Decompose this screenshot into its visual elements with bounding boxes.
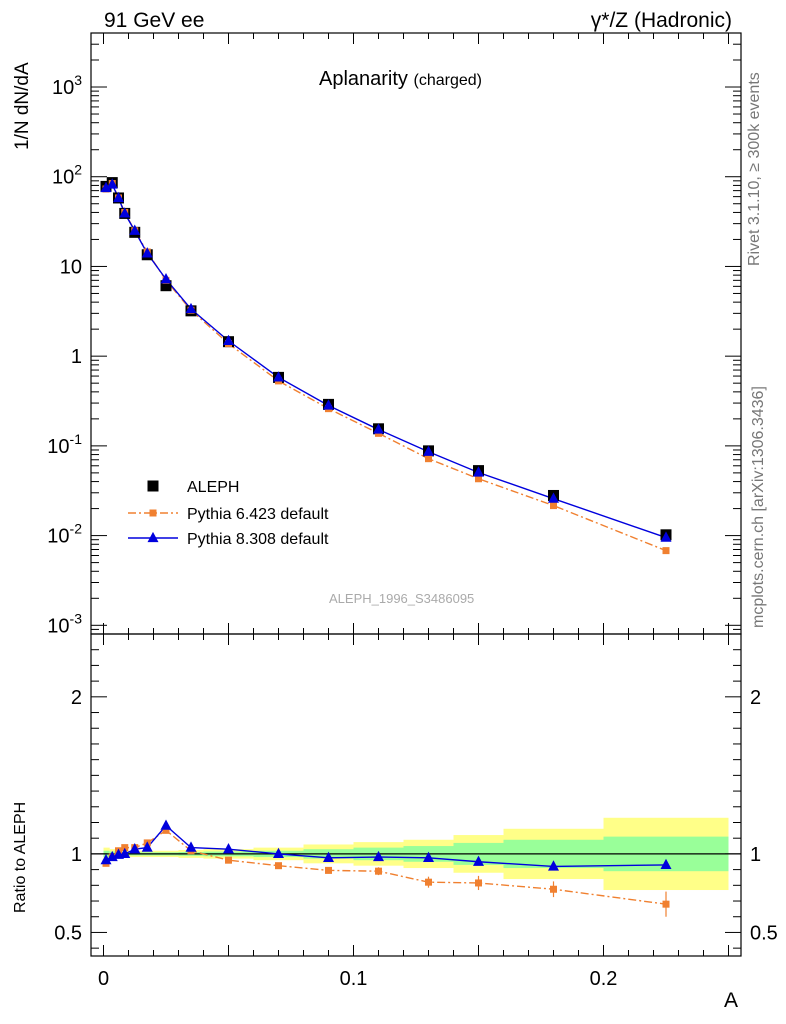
ratio-y-tick-label: 2 — [71, 687, 82, 709]
pythia6-ratio-point — [225, 856, 232, 864]
pythia8-point — [323, 399, 334, 410]
pythia8-ratio-point — [423, 851, 434, 862]
main-y-tick-label: 10-1 — [47, 431, 82, 458]
main-y-tick-label: 10-3 — [47, 610, 82, 637]
ratio-plot-frame — [90, 633, 742, 957]
ratio-y-tick-label-right: 1 — [750, 844, 761, 866]
pythia8-point — [423, 445, 434, 456]
pythia8-point — [100, 181, 112, 193]
pythia8-ratio-point — [119, 847, 131, 859]
pythia6-point — [550, 502, 557, 510]
pythia6-ratio-point — [121, 844, 129, 852]
ratio-y-tick-label: 0.5 — [54, 922, 82, 944]
pythia8-point — [119, 207, 131, 218]
pythia6-line — [105, 182, 667, 552]
main-y-tick-label: 10-2 — [47, 521, 82, 548]
pythia6-ratio-point — [425, 878, 432, 886]
pythia8-point — [185, 302, 197, 314]
pythia8-point — [160, 273, 172, 284]
legend-label: Pythia 8.308 default — [187, 531, 329, 548]
main-y-tick-label: 103 — [52, 72, 82, 99]
pythia6-point — [662, 547, 670, 555]
pythia6-ratio-point — [162, 826, 170, 834]
pythia8-point — [373, 423, 384, 434]
x-tick-label: 0.2 — [590, 968, 618, 990]
main-y-tick-label: 102 — [52, 162, 82, 189]
pythia8-line — [105, 183, 667, 539]
pythia8-ratio-point — [660, 858, 672, 870]
pythia8-ratio-point — [548, 860, 559, 871]
pythia8-ratio-point — [160, 819, 172, 830]
x-tick-label: 0.1 — [340, 968, 368, 990]
pythia8-ratio-point — [185, 841, 197, 852]
pythia8-point — [106, 178, 118, 189]
pythia8-ratio-point — [323, 851, 334, 862]
legend-pythia8-marker — [147, 531, 159, 543]
main-y-tick-label: 1 — [71, 346, 82, 368]
pythia8-point — [113, 191, 124, 203]
pythia6-ratio-point — [325, 866, 332, 874]
pythia8-ratio-point — [473, 855, 484, 866]
pythia8-point — [473, 466, 484, 477]
chart-title-text: Aplanarity — [319, 68, 408, 90]
legend-label: Pythia 6.423 default — [187, 506, 329, 523]
header-right: γ*/Z (Hadronic) — [590, 9, 732, 32]
analysis-watermark: ALEPH_1996_S3486095 — [329, 591, 475, 606]
pythia6-point — [475, 475, 482, 483]
ratio-y-tick-label: 1 — [71, 844, 82, 866]
pythia8-point — [223, 334, 234, 346]
pythia8-point — [660, 531, 672, 542]
ratio-y-tick-label-right: 0.5 — [750, 922, 778, 944]
legend-aleph-marker — [147, 480, 159, 492]
pythia6-ratio-point — [375, 867, 382, 875]
pythia8-ratio-point — [223, 843, 234, 854]
pythia8-ratio-point — [129, 843, 141, 854]
pythia6-ratio-point — [662, 900, 670, 908]
rivet-version-label: Rivet 3.1.10, ≥ 300k events — [746, 72, 763, 266]
pythia8-point — [141, 247, 153, 258]
chart-title: Aplanarity (charged) — [319, 68, 482, 91]
ratio-y-axis-label: Ratio to ALEPH — [12, 801, 29, 913]
main-y-tick-label: 10 — [60, 256, 82, 278]
mcplots-source-label: mcplots.cern.ch [arXiv:1306.3436] — [750, 386, 767, 628]
x-tick-label: 0 — [98, 968, 109, 990]
chart-subtitle: (charged) — [413, 72, 482, 89]
pythia8-ratio-point — [100, 853, 112, 865]
pythia6-point — [425, 455, 432, 463]
legend-pythia6-marker — [149, 509, 157, 517]
pythia8-point — [273, 371, 284, 382]
pythia6-ratio-point — [275, 862, 282, 870]
pythia8-ratio-point — [141, 841, 153, 852]
pythia8-point — [129, 224, 141, 235]
x-axis-label: A — [724, 989, 739, 1012]
pythia8-ratio-point — [273, 847, 284, 859]
pythia8-ratio-point — [373, 850, 384, 862]
aleph-data-point — [160, 280, 172, 292]
pythia8-point — [548, 492, 559, 503]
header-left: 91 GeV ee — [104, 9, 205, 32]
pythia6-ratio-point — [550, 885, 557, 893]
legend-label: ALEPH — [187, 479, 239, 496]
pythia6-ratio-point — [475, 879, 482, 887]
ratio-y-tick-label-right: 2 — [750, 687, 761, 709]
main-y-axis-label: 1/N dN/dA — [12, 62, 33, 150]
